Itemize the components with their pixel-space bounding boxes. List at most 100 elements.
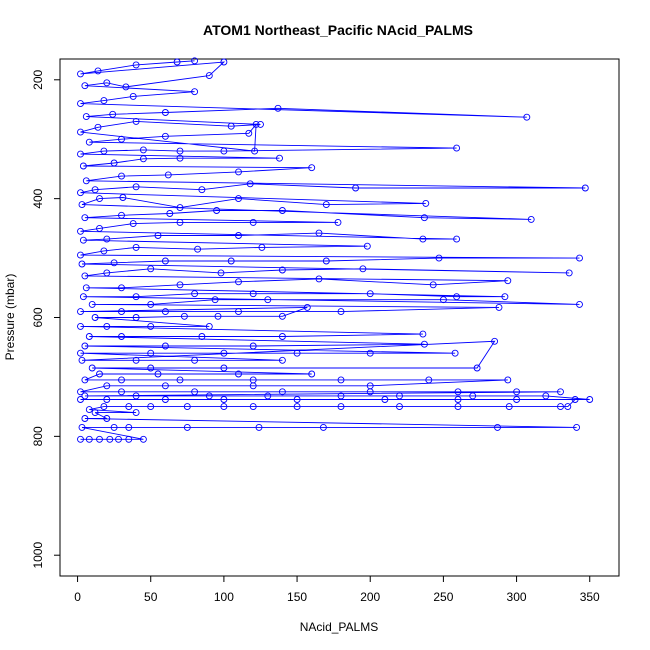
data-point	[103, 269, 111, 277]
data-point	[564, 403, 572, 411]
data-point	[100, 403, 108, 411]
data-point	[78, 201, 86, 209]
data-point	[119, 194, 127, 201]
data-point	[129, 220, 137, 228]
data-point	[147, 265, 155, 273]
data-point	[82, 177, 90, 185]
data-point	[106, 435, 114, 443]
data-point	[576, 300, 583, 308]
data-point	[473, 364, 481, 372]
data-point	[176, 218, 184, 226]
data-point	[235, 308, 242, 316]
data-point	[96, 370, 103, 378]
data-point	[337, 308, 345, 316]
data-point	[118, 211, 125, 219]
data-point	[220, 58, 228, 66]
data-point	[252, 120, 260, 128]
data-point	[422, 199, 430, 207]
data-point	[77, 150, 84, 158]
data-point	[154, 370, 162, 378]
data-point	[469, 392, 477, 400]
y-tick-label: 200	[31, 69, 45, 89]
data-point	[571, 396, 579, 403]
data-point	[81, 82, 89, 90]
data-point	[96, 195, 103, 203]
data-point	[85, 406, 93, 414]
data-point	[166, 210, 174, 217]
data-point	[154, 232, 162, 239]
data-point	[276, 154, 283, 162]
data-point	[366, 382, 374, 390]
data-point	[161, 132, 169, 140]
data-point	[245, 129, 253, 137]
data-point	[100, 97, 108, 105]
data-point	[315, 229, 323, 237]
data-point	[586, 396, 594, 403]
data-point	[77, 435, 84, 443]
x-tick-label: 100	[214, 590, 234, 604]
data-point	[115, 435, 122, 443]
data-point	[132, 293, 140, 301]
data-point	[274, 104, 282, 112]
data-point	[205, 392, 213, 400]
data-point	[337, 392, 345, 400]
data-point	[125, 403, 133, 411]
data-point	[180, 312, 188, 320]
data-point	[334, 218, 342, 226]
data-point	[77, 189, 84, 197]
x-tick-label: 350	[580, 590, 600, 604]
data-point	[82, 284, 90, 292]
data-point	[125, 435, 133, 443]
data-point	[110, 423, 118, 431]
data-point	[198, 186, 206, 194]
data-point	[220, 147, 228, 155]
data-point	[429, 281, 437, 289]
data-point	[293, 349, 301, 357]
data-point	[96, 224, 103, 232]
data-point	[205, 72, 213, 80]
data-point	[565, 269, 573, 277]
data-point	[110, 159, 118, 167]
data-point	[161, 308, 169, 316]
y-tick-label: 400	[31, 188, 45, 208]
data-point	[439, 296, 447, 304]
data-point	[573, 423, 581, 431]
x-axis: 0 50 100 150 200 250 300 350	[74, 575, 600, 604]
data-point	[81, 392, 89, 400]
data-point	[191, 388, 199, 396]
data-point	[249, 403, 257, 411]
data-point	[425, 376, 433, 384]
data-point	[359, 265, 367, 273]
data-point	[161, 382, 169, 390]
data-point	[337, 403, 345, 411]
data-point	[198, 333, 206, 340]
y-axis: 200 400 600 800 1000	[31, 69, 61, 569]
x-tick-label: 300	[507, 590, 527, 604]
data-point	[176, 154, 184, 162]
data-point	[249, 218, 257, 226]
data-point	[82, 113, 90, 121]
data-point	[176, 147, 184, 155]
data-point	[96, 435, 103, 443]
data-point	[527, 215, 535, 223]
data-point	[278, 388, 286, 396]
data-point	[396, 392, 403, 400]
data-point	[194, 245, 202, 253]
data-point	[139, 155, 147, 163]
data-point	[257, 120, 264, 128]
data-point	[129, 92, 137, 100]
data-point	[451, 349, 459, 357]
data-point	[118, 172, 125, 180]
data-point	[264, 392, 272, 400]
data-point	[278, 207, 286, 214]
data-point	[103, 396, 111, 403]
data-point	[220, 364, 228, 372]
data-point	[132, 61, 140, 69]
data-point	[419, 235, 427, 243]
data-point	[79, 236, 87, 244]
data-point	[161, 257, 169, 265]
data-point	[494, 423, 501, 431]
y-tick-label: 600	[31, 307, 45, 327]
data-point	[81, 272, 89, 280]
series-layer	[77, 57, 594, 443]
